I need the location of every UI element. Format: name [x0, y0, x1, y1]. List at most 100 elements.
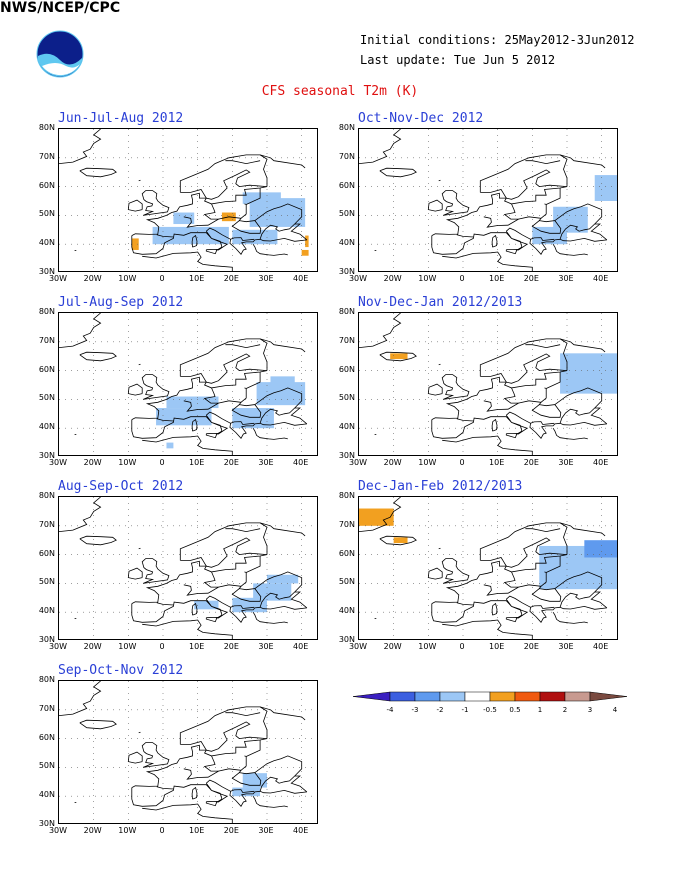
map-canvas — [59, 681, 317, 823]
map-panel — [58, 128, 318, 272]
anomaly-cell — [166, 442, 174, 449]
lon-tick-label: 30W — [48, 826, 68, 835]
lon-tick-label: 10E — [189, 642, 205, 651]
anomaly-cell — [594, 175, 617, 201]
lat-tick-label: 70N — [338, 151, 355, 161]
legend-swatch — [389, 691, 416, 702]
lat-tick-label: 80N — [338, 491, 355, 500]
coastline — [138, 363, 141, 366]
coastline — [483, 387, 547, 412]
lon-tick-label: 30E — [258, 642, 274, 651]
anomaly-cell — [232, 229, 278, 245]
lat-tick-label: 40N — [38, 606, 55, 616]
legend-label: -1 — [461, 706, 469, 714]
lat-tick-label: 60N — [38, 180, 55, 190]
anomaly-cell — [270, 376, 295, 385]
coastline — [359, 129, 402, 164]
coastline — [131, 738, 268, 788]
map-panel — [58, 680, 318, 824]
lon-tick-label: 10E — [489, 642, 505, 651]
coastline — [530, 237, 555, 241]
legend-swatch — [439, 691, 466, 702]
lon-tick-label: 30E — [558, 458, 574, 467]
coastline — [530, 605, 555, 609]
lon-tick-label: 20W — [83, 642, 102, 651]
lat-tick-label: 50N — [38, 577, 55, 587]
anomaly-cell — [267, 574, 299, 584]
lat-tick-label: 80N — [38, 307, 55, 316]
coastline — [231, 402, 262, 418]
lon-tick-label: 20E — [223, 274, 239, 283]
lat-tick-label: 80N — [338, 307, 355, 316]
lon-tick-label: 30W — [48, 642, 68, 651]
coastline — [141, 374, 170, 400]
map-panel — [58, 496, 318, 640]
coastline — [431, 230, 528, 255]
legend-swatch — [539, 691, 566, 702]
coastline — [254, 571, 303, 593]
lat-tick-label: 40N — [338, 238, 355, 248]
lat-tick-label: 80N — [38, 123, 55, 132]
coastline — [559, 154, 568, 187]
map-panel — [358, 496, 618, 640]
lon-tick-label: 40E — [593, 642, 609, 651]
coastline — [379, 351, 417, 362]
coastline — [531, 402, 562, 418]
coastline — [546, 372, 561, 389]
legend-label: 0.5 — [509, 706, 521, 714]
coastline — [483, 203, 547, 228]
lat-tick-label: 30N — [338, 267, 355, 276]
lon-tick-label: 0 — [159, 826, 165, 835]
coastline — [225, 712, 261, 717]
coastline — [431, 370, 568, 420]
coastline — [203, 571, 219, 588]
last-update: Last update: Tue Jun 5 2012 — [360, 53, 556, 67]
coastline — [559, 591, 608, 609]
lon-tick-label: 10W — [118, 274, 137, 283]
lon-tick-label: 10W — [418, 458, 437, 467]
lat-tick-label: 60N — [38, 364, 55, 374]
anomaly-cell — [301, 249, 309, 256]
lat-tick-label: 60N — [38, 732, 55, 742]
coastline — [505, 616, 518, 623]
panel-title: Dec-Jan-Feb 2012/2013 — [358, 479, 523, 494]
coastline — [552, 243, 588, 256]
lon-tick-label: 30E — [258, 458, 274, 467]
coastline — [442, 251, 533, 271]
coastline — [230, 789, 255, 793]
anomaly-cell — [305, 235, 309, 248]
coastline — [259, 407, 308, 425]
coastline — [480, 537, 568, 568]
initial-conditions: Initial conditions: 25May2012-3Jun2012 — [360, 33, 635, 47]
lon-tick-label: 0 — [459, 274, 465, 283]
agency-name: NWS/NCEP/CPC — [0, 0, 121, 16]
coastline — [183, 571, 247, 596]
coastline — [183, 203, 247, 228]
coastline — [131, 598, 228, 623]
legend-label: -2 — [436, 706, 444, 714]
coastline — [379, 167, 417, 178]
coastline — [179, 522, 306, 561]
panel-title: Aug-Sep-Oct 2012 — [58, 479, 184, 494]
legend-label: 1 — [537, 706, 543, 714]
coastline — [203, 755, 219, 772]
coastline — [138, 547, 141, 550]
coastline — [179, 154, 306, 193]
lon-tick-label: 20W — [383, 274, 402, 283]
map-canvas — [359, 129, 617, 271]
panel-title: Jul-Aug-Sep 2012 — [58, 295, 184, 310]
lat-tick-label: 80N — [38, 491, 55, 500]
panel-title: Sep-Oct-Nov 2012 — [58, 663, 184, 678]
coastline — [552, 427, 588, 440]
lon-tick-label: 0 — [459, 642, 465, 651]
lon-tick-label: 10W — [418, 642, 437, 651]
lon-tick-label: 30E — [258, 826, 274, 835]
lat-tick-label: 50N — [338, 393, 355, 403]
lat-tick-label: 30N — [38, 635, 55, 644]
coastline — [156, 602, 174, 606]
anomaly-cell — [359, 508, 394, 526]
coastline — [559, 223, 608, 241]
legend-swatch — [564, 691, 591, 702]
lon-tick-label: 10W — [418, 274, 437, 283]
legend-label: -4 — [386, 706, 394, 714]
